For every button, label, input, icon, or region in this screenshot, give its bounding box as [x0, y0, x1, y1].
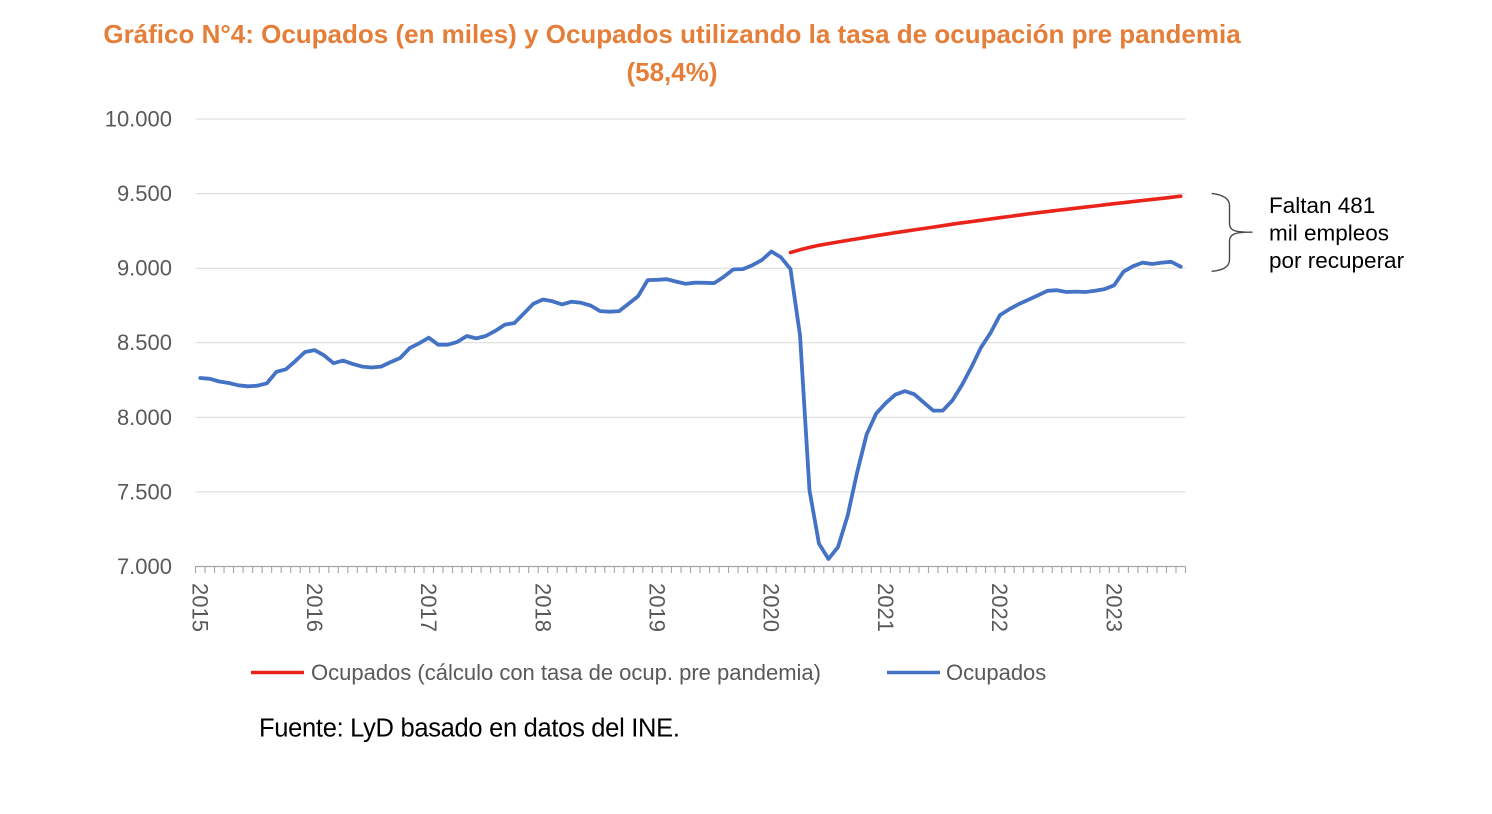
- svg-text:mil empleos: mil empleos: [1269, 221, 1389, 246]
- svg-text:por recuperar: por recuperar: [1269, 248, 1405, 273]
- svg-text:2015: 2015: [188, 583, 213, 632]
- svg-text:9.500: 9.500: [117, 181, 172, 206]
- svg-text:8.500: 8.500: [117, 330, 172, 355]
- svg-text:7.000: 7.000: [117, 554, 172, 579]
- svg-text:2016: 2016: [302, 583, 327, 632]
- svg-text:2017: 2017: [416, 583, 441, 632]
- svg-text:Fuente: LyD basado en datos de: Fuente: LyD basado en datos del INE.: [259, 715, 680, 743]
- svg-text:8.000: 8.000: [117, 405, 172, 430]
- svg-text:2023: 2023: [1101, 583, 1126, 632]
- svg-text:2022: 2022: [987, 583, 1012, 632]
- svg-text:2021: 2021: [873, 583, 898, 632]
- svg-text:(58,4%): (58,4%): [626, 57, 717, 87]
- svg-text:2019: 2019: [645, 583, 670, 632]
- svg-text:10.000: 10.000: [105, 107, 172, 132]
- svg-text:Ocupados: Ocupados: [946, 660, 1046, 685]
- svg-text:2020: 2020: [759, 583, 784, 632]
- svg-text:Ocupados (cálculo con tasa de: Ocupados (cálculo con tasa de ocup. pre …: [311, 660, 821, 685]
- svg-text:7.500: 7.500: [117, 479, 172, 504]
- svg-text:2018: 2018: [530, 583, 555, 632]
- svg-text:9.000: 9.000: [117, 256, 172, 281]
- svg-text:Faltan 481: Faltan 481: [1269, 193, 1375, 218]
- svg-text:Gráfico N°4: Ocupados (en mile: Gráfico N°4: Ocupados (en miles) y Ocupa…: [103, 19, 1241, 49]
